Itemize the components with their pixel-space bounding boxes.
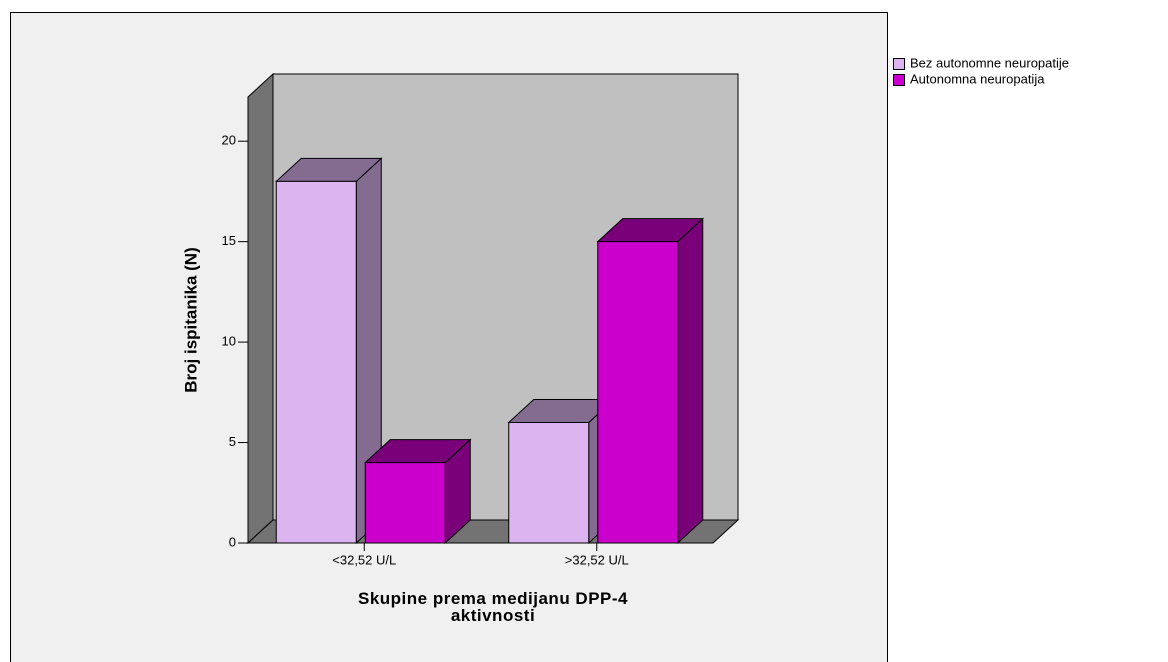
bar-side — [677, 217, 704, 545]
x-tick-label: >32,52 U/L — [565, 552, 629, 567]
bar-front — [597, 241, 679, 544]
y-tick-label: 15 — [222, 233, 236, 248]
legend-label: Autonomna neuropatija — [910, 71, 1045, 86]
bar-front — [364, 462, 446, 544]
y-tick-label: 20 — [222, 133, 236, 148]
bar — [363, 438, 472, 545]
bar — [274, 157, 383, 545]
y-axis-title: Broj ispitanika (N) — [181, 247, 200, 392]
x-axis-title: Skupine prema medijanu DPP-4 aktivnosti — [357, 589, 628, 625]
x-tick-label: <32,52 U/L — [332, 552, 396, 567]
bar — [596, 217, 705, 545]
bar-front — [508, 421, 590, 544]
legend-swatch — [893, 74, 905, 86]
y-tick-label: 5 — [229, 434, 236, 449]
legend-swatch — [893, 58, 905, 70]
bar-front — [275, 180, 357, 544]
left-wall — [247, 72, 274, 545]
y-tick-label: 0 — [229, 534, 236, 549]
y-tick-label: 10 — [222, 334, 236, 349]
legend-label: Bez autonomne neuropatije — [910, 55, 1069, 70]
